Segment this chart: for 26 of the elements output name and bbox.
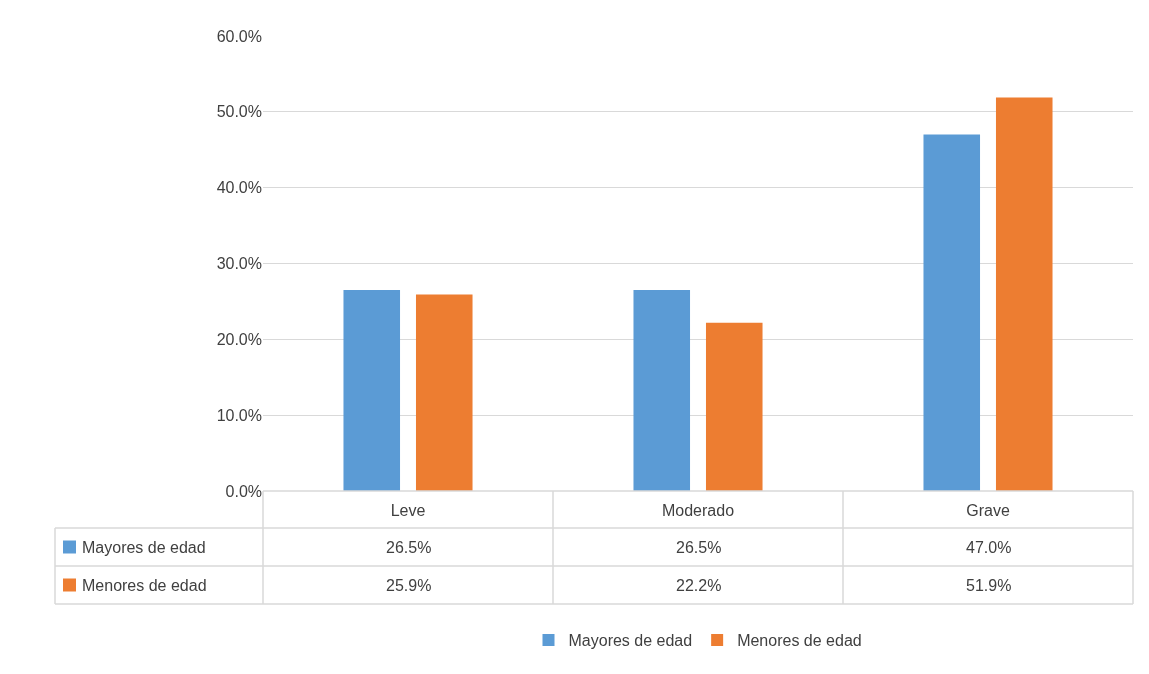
legend-label: Menores de edad — [737, 632, 862, 650]
bar — [923, 134, 981, 491]
data-label: 25.9% — [386, 577, 432, 594]
x-tick-label: Grave — [966, 502, 1010, 519]
data-label: 26.5% — [676, 539, 722, 556]
data-label: 26.5% — [386, 539, 432, 556]
data-label: 47.0% — [966, 539, 1012, 556]
y-tick-label: 10.0% — [216, 406, 262, 424]
bar — [343, 290, 401, 491]
y-tick-label: 20.0% — [216, 330, 262, 348]
data-label: 22.2% — [676, 577, 722, 594]
y-tick-label: 0.0% — [225, 482, 262, 500]
x-tick-label: Moderado — [661, 502, 735, 519]
y-tick-label: 40.0% — [216, 179, 262, 197]
text: Menores de edad — [82, 577, 207, 594]
bar — [995, 97, 1053, 491]
legend-label: Mayores de edad — [568, 632, 693, 650]
bar — [633, 290, 691, 491]
y-tick-label: 50.0% — [216, 103, 262, 121]
bar — [415, 294, 473, 491]
y-tick-label: 30.0% — [216, 255, 262, 273]
data-label: 51.9% — [966, 577, 1012, 594]
text: Mayores de edad — [82, 539, 206, 556]
y-tick-label: 60.0% — [216, 27, 262, 45]
x-tick-label: Leve — [390, 502, 426, 519]
bar — [705, 322, 763, 491]
